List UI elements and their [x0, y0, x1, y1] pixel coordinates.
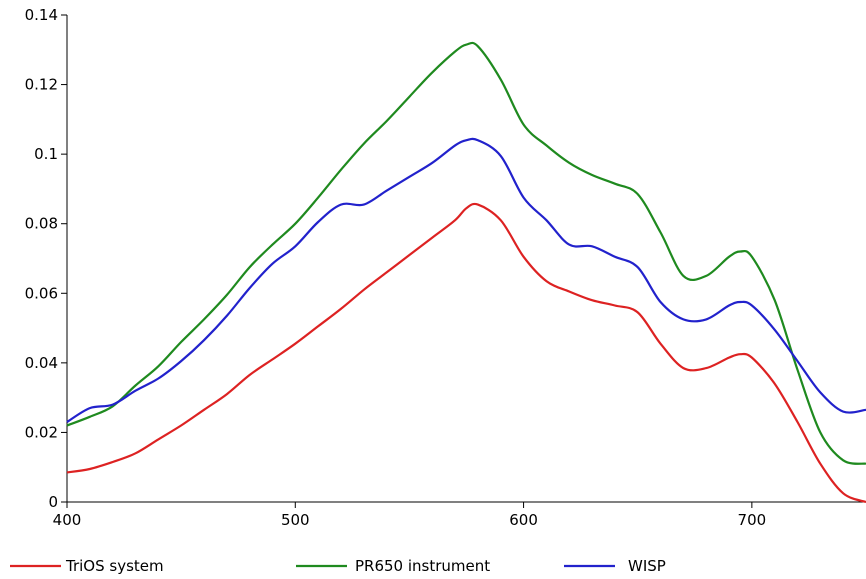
- legend-label-0: TriOS system: [65, 557, 164, 575]
- y-tick-label: 0.14: [25, 6, 58, 24]
- series-line-2: [66, 137, 866, 423]
- x-tick-label: 500: [281, 511, 310, 529]
- legend: TriOS system PR650 instrument WISP: [10, 557, 666, 575]
- y-tick-label: 0.06: [25, 284, 58, 302]
- legend-label-1: PR650 instrument: [355, 557, 490, 575]
- series-line-0: [66, 202, 866, 504]
- legend-label-2: WISP: [628, 557, 666, 575]
- x-tick-label: 400: [53, 511, 82, 529]
- y-tick-label: 0.02: [25, 423, 58, 441]
- y-tick-label: 0: [48, 493, 58, 511]
- axes: 0 0.02 0.04 0.06 0.08 0.1 0.12 0.14 400 500 600 700: [25, 6, 866, 529]
- series-line-1: [66, 41, 866, 465]
- y-tick-label: 0.12: [25, 76, 58, 94]
- y-tick-label: 0.1: [34, 145, 58, 163]
- y-tick-label: 0.08: [25, 215, 58, 233]
- series-lines: [66, 41, 866, 504]
- x-tick-label: 600: [509, 511, 538, 529]
- x-tick-label: 700: [738, 511, 767, 529]
- y-tick-label: 0.04: [25, 354, 58, 372]
